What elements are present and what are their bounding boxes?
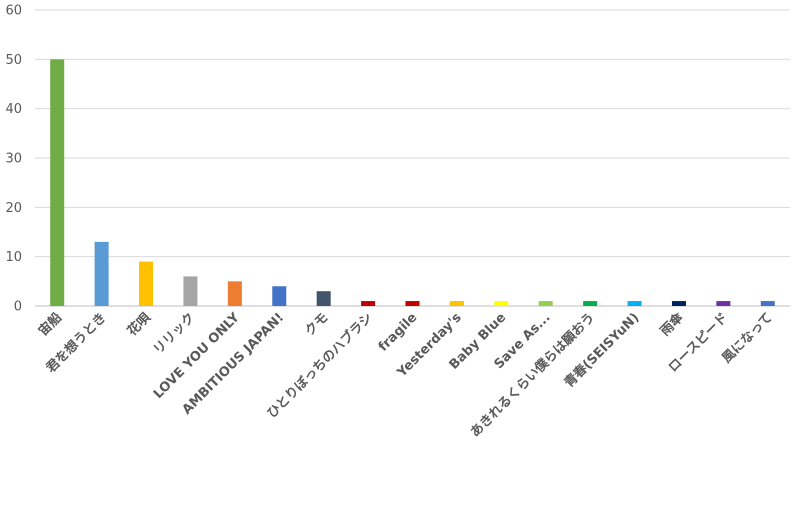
x-tick-label: 青春(SEISYuN) — [561, 310, 642, 391]
bar — [716, 301, 731, 306]
bar — [760, 301, 775, 306]
bar — [583, 301, 598, 306]
bar — [227, 281, 242, 306]
gridlines — [35, 9, 790, 307]
bar — [405, 301, 420, 306]
y-axis: 0 10 20 30 40 50 60 — [5, 4, 22, 315]
y-tick-label: 50 — [5, 53, 22, 68]
bar — [538, 301, 553, 306]
bar — [361, 301, 376, 306]
y-tick-label: 60 — [5, 4, 22, 19]
bar — [272, 286, 287, 306]
y-tick-label: 20 — [5, 201, 22, 216]
bar — [316, 291, 331, 306]
bar — [449, 301, 464, 306]
x-tick-label: 宙船 — [35, 310, 65, 340]
bar — [671, 301, 686, 306]
bar — [183, 276, 198, 306]
x-tick-label: クモ — [303, 310, 332, 339]
y-tick-label: 0 — [14, 300, 22, 315]
bar — [94, 241, 109, 306]
bar — [494, 301, 509, 306]
bar — [627, 301, 642, 306]
y-tick-label: 30 — [5, 152, 22, 167]
bars — [50, 59, 775, 307]
bar — [139, 261, 154, 306]
x-tick-label: 花唄 — [124, 310, 154, 340]
x-tick-label: fragile — [376, 310, 421, 355]
x-tick-label: LOVE YOU ONLY — [151, 310, 243, 402]
y-tick-label: 10 — [5, 250, 22, 265]
x-tick-label: 雨傘 — [657, 309, 687, 339]
bar — [50, 59, 65, 307]
y-tick-label: 40 — [5, 102, 22, 117]
